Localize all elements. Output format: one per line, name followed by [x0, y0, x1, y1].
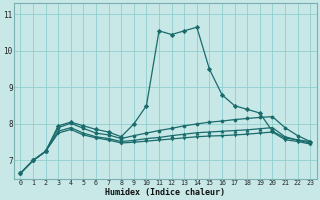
X-axis label: Humidex (Indice chaleur): Humidex (Indice chaleur): [105, 188, 225, 197]
